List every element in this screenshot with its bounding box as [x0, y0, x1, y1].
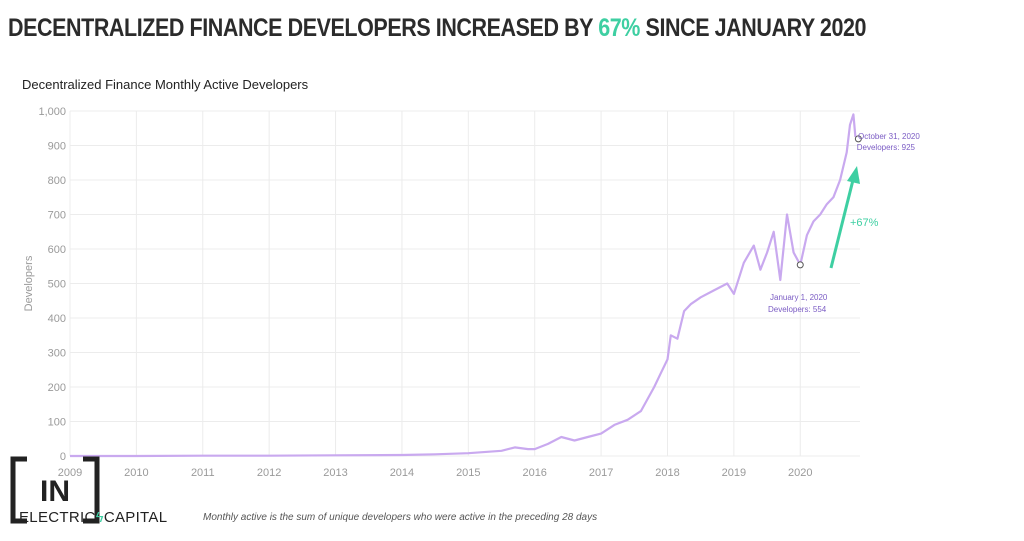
logo-wordmark: ELECTRICϟCAPITAL — [19, 509, 167, 526]
growth-arrow-head-icon — [847, 166, 860, 184]
y-tick-label: 900 — [48, 141, 66, 153]
annotations: October 31, 2020 Developers: 925 January 1… — [768, 132, 920, 314]
logo-mark: IN — [40, 475, 70, 508]
footnote: Monthly active is the sum of unique deve… — [203, 512, 598, 523]
y-tick-label: 100 — [48, 417, 66, 429]
axes: 0 100 200 300 400 500 600 700 800 900 1,000 2009 201… — [23, 106, 812, 479]
series-line — [70, 113, 857, 458]
y-tick-label: 800 — [48, 175, 66, 187]
headline-prefix: DECENTRALIZED FINANCE DEVELOPERS INCREAS… — [8, 14, 599, 42]
logo-text-suffix: CAPITAL — [103, 509, 168, 526]
annotation-oct-date: October 31, 2020 — [858, 132, 920, 141]
x-tick-label: 2014 — [390, 467, 414, 479]
annotation-marker-jan — [796, 261, 804, 269]
x-tick-label: 2010 — [124, 467, 148, 479]
annotation-jan-value: Developers: 554 — [768, 305, 827, 314]
x-tick-label: 2012 — [257, 467, 281, 479]
logo-text-prefix: ELECTRIC — [19, 509, 96, 526]
y-tick-label: 500 — [48, 279, 66, 291]
x-tick-label: 2019 — [722, 467, 746, 479]
series — [70, 113, 857, 458]
headline: DECENTRALIZED FINANCE DEVELOPERS INCREAS… — [8, 14, 866, 43]
growth-arrow-shaft — [829, 179, 855, 269]
annotation-jan-date: January 1, 2020 — [770, 293, 828, 302]
y-axis-label: Developers — [23, 255, 35, 311]
annotation-oct-value: Developers: 925 — [857, 143, 916, 152]
growth-percent-label: +67% — [850, 217, 879, 229]
y-tick-label: 1,000 — [38, 106, 66, 118]
y-tick-label: 300 — [48, 348, 66, 360]
y-tick-label: 700 — [48, 210, 66, 222]
x-tick-label: 2011 — [191, 467, 215, 479]
x-tick-label: 2009 — [58, 467, 82, 479]
headline-suffix: SINCE JANUARY 2020 — [640, 14, 867, 42]
chart-title: Decentralized Finance Monthly Active Dev… — [22, 77, 309, 92]
x-tick-label: 2020 — [788, 467, 812, 479]
annotation-marker-oct — [854, 135, 862, 143]
y-tick-label: 400 — [48, 313, 66, 325]
x-tick-label: 2015 — [456, 467, 480, 479]
bolt-icon: ϟ — [95, 509, 104, 526]
y-tick-label: 600 — [48, 244, 66, 256]
x-tick-label: 2018 — [655, 467, 679, 479]
electric-capital-logo-icon: IN — [10, 456, 100, 524]
x-tick-label: 2016 — [522, 467, 546, 479]
y-tick-label: 0 — [60, 451, 66, 463]
headline-highlight: 67% — [598, 14, 641, 42]
grid — [69, 110, 860, 457]
x-tick-label: 2017 — [589, 467, 613, 479]
x-tick-label: 2013 — [323, 467, 347, 479]
y-tick-label: 200 — [48, 382, 66, 394]
